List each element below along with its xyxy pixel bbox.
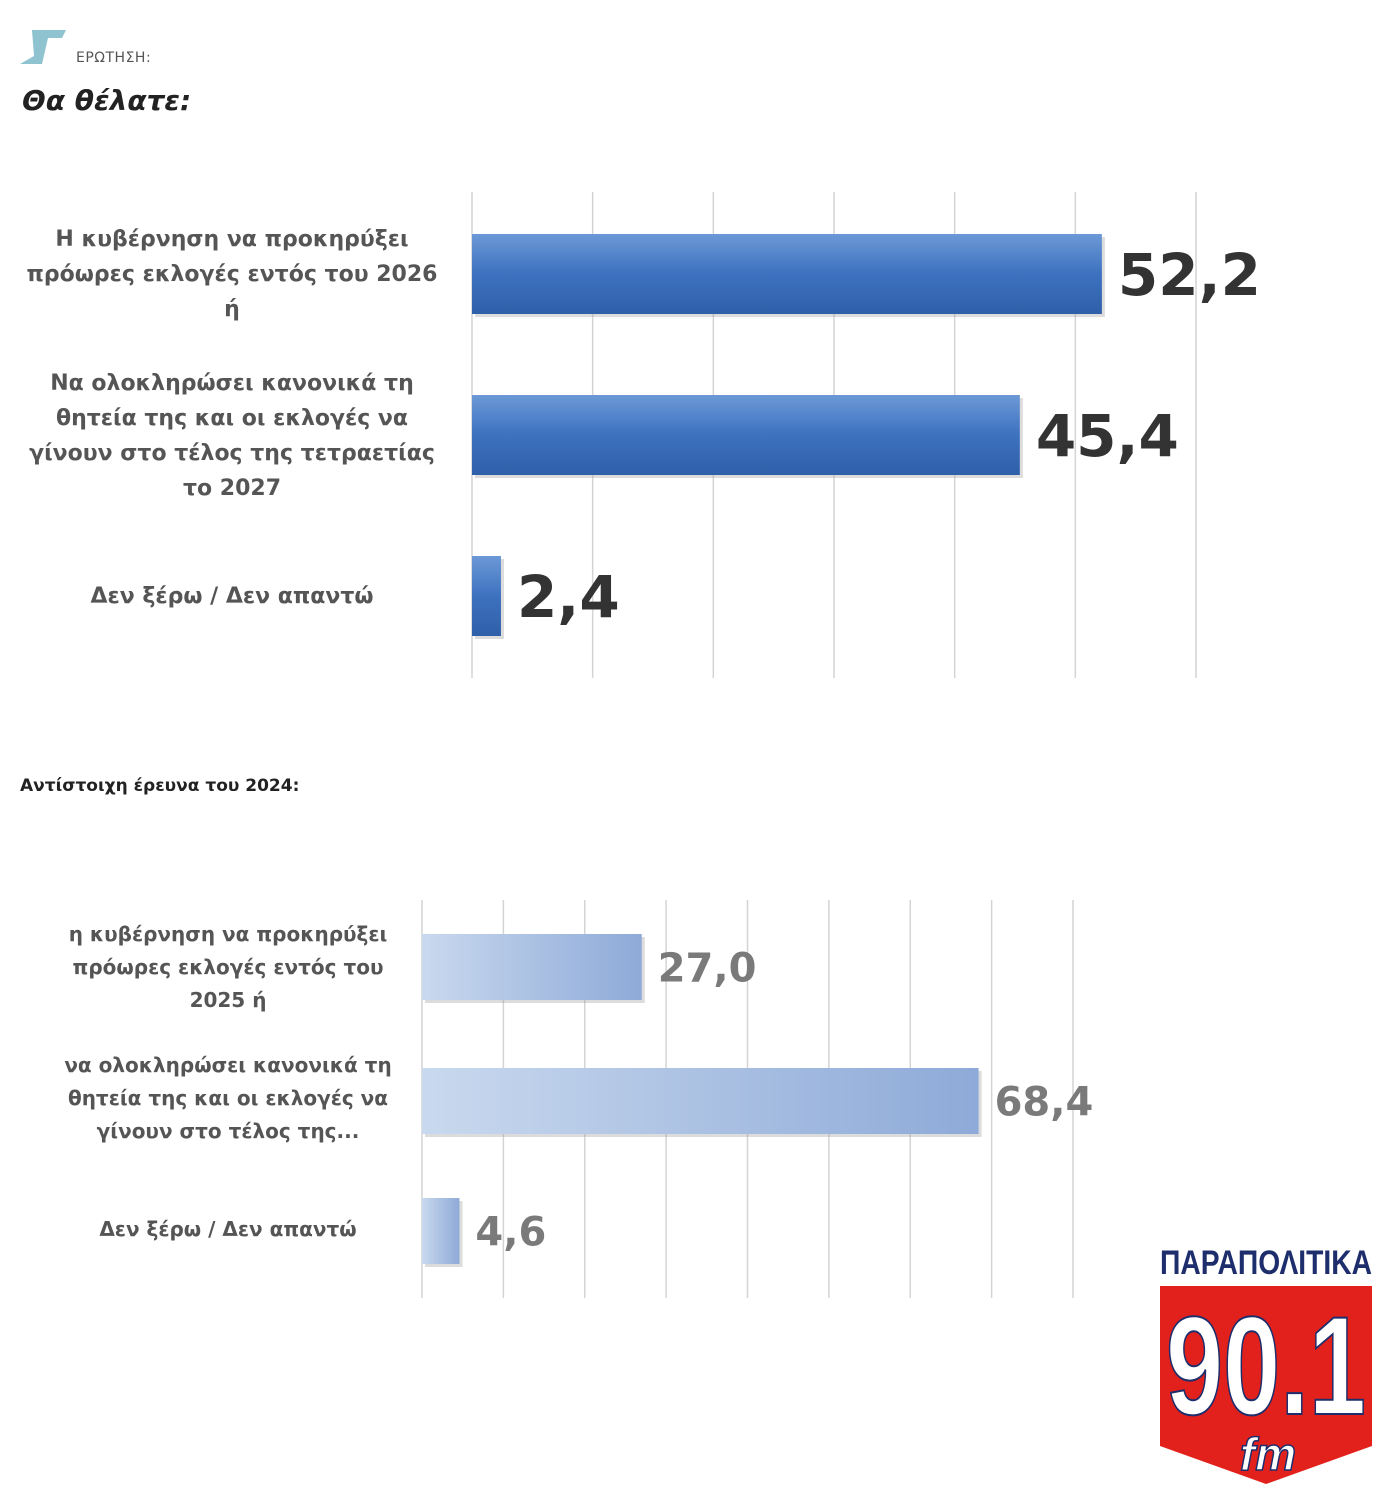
- category-label-line: Δεν ξέρω / Δεν απαντώ: [90, 583, 374, 609]
- bar-1: [422, 934, 642, 1000]
- category-label-line: 2025 ή: [189, 987, 267, 1012]
- category-label-line: θητεία της και οι εκλογές να: [67, 1085, 389, 1110]
- logo-band: fm: [1240, 1428, 1296, 1480]
- bar-2: [422, 1068, 979, 1134]
- category-label-line: η κυβέρνηση να προκηρύξει: [68, 921, 388, 946]
- category-label-line: πρόωρες εκλογές εντός του 2026: [26, 261, 438, 287]
- question-label: ΕΡΩΤΗΣΗ:: [76, 50, 152, 66]
- category-label-3: Δεν ξέρω / Δεν απαντώ: [48, 1213, 408, 1246]
- value-label-2: 68,4: [995, 1079, 1094, 1125]
- category-label-1: Η κυβέρνηση να προκηρύξει πρόωρες εκλογές…: [22, 222, 442, 327]
- value-label-3: 2,4: [517, 563, 620, 631]
- bar-3: [472, 556, 501, 636]
- category-label-line: Η κυβέρνηση να προκηρύξει: [55, 226, 409, 252]
- category-label-line: πρόωρες εκλογές εντός του: [72, 954, 384, 979]
- category-label-line: γίνουν στο τέλος της τετραετίας: [29, 441, 435, 466]
- value-label-1: 27,0: [658, 945, 757, 991]
- category-label-2: να ολοκληρώσει κανονικά τη θητεία της και…: [48, 1049, 408, 1148]
- logo-red-shape: [1160, 1286, 1372, 1484]
- section-2024-title: Αντίστοιχη έρευνα του 2024:: [20, 776, 300, 796]
- logo-top-text: ΠΑΡΑΠΟΛΙΤΙΚΑ: [1160, 1244, 1372, 1282]
- bar-1: [472, 234, 1102, 314]
- logo-frequency: 90.1: [1166, 1287, 1366, 1444]
- value-label-3: 4,6: [475, 1209, 546, 1255]
- category-label-line: γίνουν στο τέλος της...: [96, 1118, 360, 1143]
- category-label-line: ή: [224, 296, 240, 322]
- category-label-1: η κυβέρνηση να προκηρύξει πρόωρες εκλογές…: [48, 918, 408, 1017]
- parapolitika-logo: ΠΑΡΑΠΟΛΙΤΙΚΑ 90.1 fm: [1160, 1244, 1372, 1484]
- bar-3: [422, 1198, 460, 1264]
- category-label-line: θητεία της και οι εκλογές να: [55, 406, 409, 431]
- category-label-3: Δεν ξέρω / Δεν απαντώ: [22, 579, 442, 614]
- category-label-line: να ολοκληρώσει κανονικά τη: [64, 1052, 392, 1077]
- value-label-2: 45,4: [1036, 402, 1179, 470]
- chart-2026: 52,2 45,4 2,4: [471, 192, 1261, 678]
- chart-2024: 27,0 68,4 4,6: [421, 900, 1094, 1298]
- category-label-line: το 2027: [182, 476, 282, 501]
- category-label-2: Να ολοκληρώσει κανονικά τη θητεία της και…: [22, 366, 442, 506]
- category-label-line: Δεν ξέρω / Δεν απαντώ: [99, 1216, 357, 1241]
- question-icon: [20, 30, 66, 64]
- bar-2: [472, 395, 1020, 475]
- question-title: Θα θέλατε:: [22, 84, 192, 117]
- category-label-line: Να ολοκληρώσει κανονικά τη: [50, 371, 414, 396]
- value-label-1: 52,2: [1118, 241, 1261, 309]
